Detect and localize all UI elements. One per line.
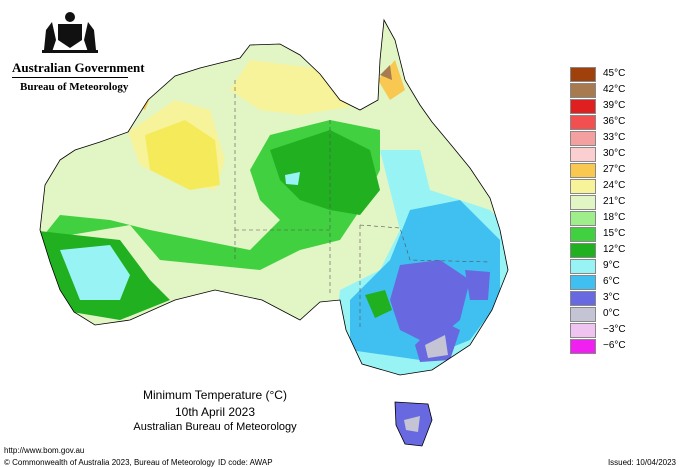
legend-label: 42°C [603, 84, 626, 95]
map-source: Australian Bureau of Meteorology [133, 421, 297, 433]
legend-label: 6°C [603, 276, 620, 287]
legend-label: −6°C [603, 340, 626, 351]
copyright: © Commonwealth of Australia 2023, Bureau… [4, 458, 215, 467]
divider [12, 77, 128, 78]
legend-label: 12°C [603, 244, 626, 255]
legend-swatch [570, 259, 596, 274]
legend-label: 27°C [603, 164, 626, 175]
map-title: Minimum Temperature (°C) [143, 388, 287, 402]
legend-label: 30°C [603, 148, 626, 159]
government: Australian Government [12, 60, 145, 75]
mainland [39, 19, 509, 376]
legend-label: 3°C [603, 292, 620, 303]
id-code: ID code: AWAP [218, 458, 273, 467]
legend-swatch [570, 147, 596, 162]
map-date: 10th April 2023 [174, 405, 256, 419]
legend-label: 45°C [603, 68, 626, 79]
legend-label: 33°C [603, 132, 626, 143]
legend-swatch [570, 83, 596, 98]
legend-swatch [570, 323, 596, 338]
issued: Issued: 10/04/2023 [607, 458, 676, 467]
legend-label: 21°C [603, 196, 626, 207]
legend-swatch [570, 67, 596, 82]
legend-label: 18°C [603, 212, 626, 223]
coat-of-arms [42, 12, 98, 53]
legend-swatch [570, 227, 596, 242]
tasmania [394, 401, 433, 447]
legend-label: 15°C [603, 228, 626, 239]
legend-label: 24°C [603, 180, 626, 191]
legend-swatch [570, 291, 596, 306]
legend-swatch [570, 211, 596, 226]
legend-swatch [570, 163, 596, 178]
legend-swatch [570, 115, 596, 130]
legend-swatch [570, 339, 596, 354]
legend-swatch [570, 179, 596, 194]
legend-label: 39°C [603, 100, 626, 111]
legend-label: −3°C [603, 324, 626, 335]
url: http://www.bom.gov.au [4, 446, 85, 455]
legend-swatch [570, 307, 596, 322]
legend-swatch [570, 131, 596, 146]
legend-label: 36°C [603, 116, 626, 127]
bureau: Bureau of Meteorology [20, 81, 129, 93]
legend-swatch [570, 195, 596, 210]
legend-swatch [570, 275, 596, 290]
legend-label: 0°C [603, 308, 620, 319]
legend-label: 9°C [603, 260, 620, 271]
legend-swatch [570, 99, 596, 114]
legend-swatch [570, 243, 596, 258]
